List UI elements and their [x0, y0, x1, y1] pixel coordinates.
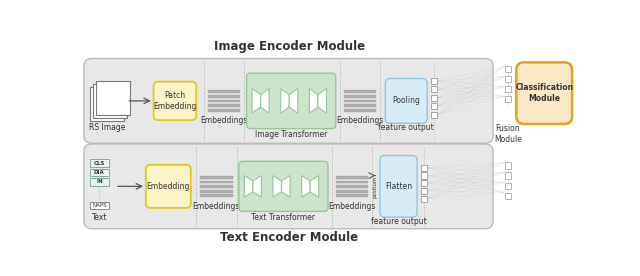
Text: Text Transformer: Text Transformer	[252, 213, 316, 222]
Text: Flatten: Flatten	[385, 182, 412, 191]
Bar	[200, 194, 233, 197]
Bar	[208, 104, 241, 107]
Bar	[90, 169, 109, 176]
Polygon shape	[281, 89, 289, 113]
Bar	[505, 96, 511, 102]
Text: Embeddings: Embeddings	[193, 202, 240, 211]
Bar	[90, 202, 109, 209]
Polygon shape	[289, 89, 298, 113]
Text: Embeddings: Embeddings	[336, 116, 383, 125]
Bar	[200, 181, 233, 183]
Bar	[505, 172, 511, 179]
Text: Image Encoder Module: Image Encoder Module	[214, 40, 365, 53]
Text: Classification
Module: Classification Module	[515, 83, 573, 103]
Bar	[344, 104, 376, 107]
FancyBboxPatch shape	[84, 144, 493, 229]
Bar	[431, 103, 437, 109]
FancyBboxPatch shape	[516, 62, 572, 124]
Bar	[336, 176, 368, 179]
Text: Fusion
Module: Fusion Module	[494, 124, 522, 144]
Polygon shape	[310, 176, 319, 197]
Bar	[208, 109, 241, 112]
Bar	[421, 165, 428, 171]
Bar	[431, 78, 437, 84]
Text: Text: Text	[92, 213, 107, 222]
Bar	[344, 95, 376, 98]
Bar	[431, 112, 437, 118]
Bar	[421, 172, 428, 179]
Bar	[505, 86, 511, 92]
Polygon shape	[301, 176, 310, 197]
Text: Embeddings: Embeddings	[328, 202, 376, 211]
Polygon shape	[244, 176, 253, 197]
Bar	[505, 193, 511, 199]
FancyBboxPatch shape	[380, 156, 417, 217]
Polygon shape	[309, 89, 318, 113]
Text: CLS: CLS	[93, 161, 105, 166]
Bar	[336, 181, 368, 183]
Polygon shape	[318, 89, 326, 113]
Text: Image Transformer: Image Transformer	[255, 130, 328, 139]
Text: Pooling: Pooling	[392, 96, 420, 105]
Bar	[431, 95, 437, 101]
Bar	[505, 76, 511, 83]
FancyBboxPatch shape	[246, 73, 336, 129]
FancyBboxPatch shape	[146, 165, 191, 208]
Text: feature output: feature output	[378, 123, 434, 132]
Polygon shape	[253, 176, 261, 197]
Bar	[344, 109, 376, 112]
Polygon shape	[273, 176, 282, 197]
Bar	[90, 178, 109, 185]
Bar	[200, 190, 233, 193]
FancyBboxPatch shape	[154, 82, 196, 120]
Bar	[208, 100, 241, 102]
Bar	[208, 91, 241, 93]
Bar	[93, 84, 127, 118]
Text: positum: positum	[372, 175, 377, 198]
Bar	[90, 87, 124, 121]
Bar	[200, 176, 233, 179]
Text: Patch
Embedding: Patch Embedding	[153, 91, 196, 111]
Text: Embedding: Embedding	[147, 182, 190, 191]
Bar	[208, 95, 241, 98]
Text: feature output: feature output	[371, 217, 426, 226]
Text: DIA: DIA	[94, 170, 105, 175]
Bar	[344, 100, 376, 102]
FancyBboxPatch shape	[239, 161, 328, 211]
Polygon shape	[282, 176, 290, 197]
Bar	[344, 91, 376, 93]
Bar	[421, 188, 428, 194]
Text: Embeddings: Embeddings	[200, 116, 248, 125]
Text: Text Encoder Module: Text Encoder Module	[220, 232, 358, 245]
Bar	[336, 185, 368, 188]
Bar	[505, 66, 511, 72]
Bar	[336, 190, 368, 193]
Bar	[505, 182, 511, 189]
Bar	[421, 196, 428, 202]
FancyBboxPatch shape	[385, 79, 428, 123]
Polygon shape	[260, 89, 269, 113]
Bar	[505, 163, 511, 169]
Bar	[200, 185, 233, 188]
Bar	[96, 81, 131, 115]
Bar	[90, 160, 109, 167]
Text: RS Image: RS Image	[89, 123, 125, 132]
Text: NAPS: NAPS	[92, 203, 107, 208]
FancyBboxPatch shape	[84, 59, 493, 143]
Text: IN: IN	[96, 179, 102, 184]
Bar	[431, 86, 437, 92]
Bar	[421, 180, 428, 186]
Bar	[336, 194, 368, 197]
Polygon shape	[252, 89, 260, 113]
